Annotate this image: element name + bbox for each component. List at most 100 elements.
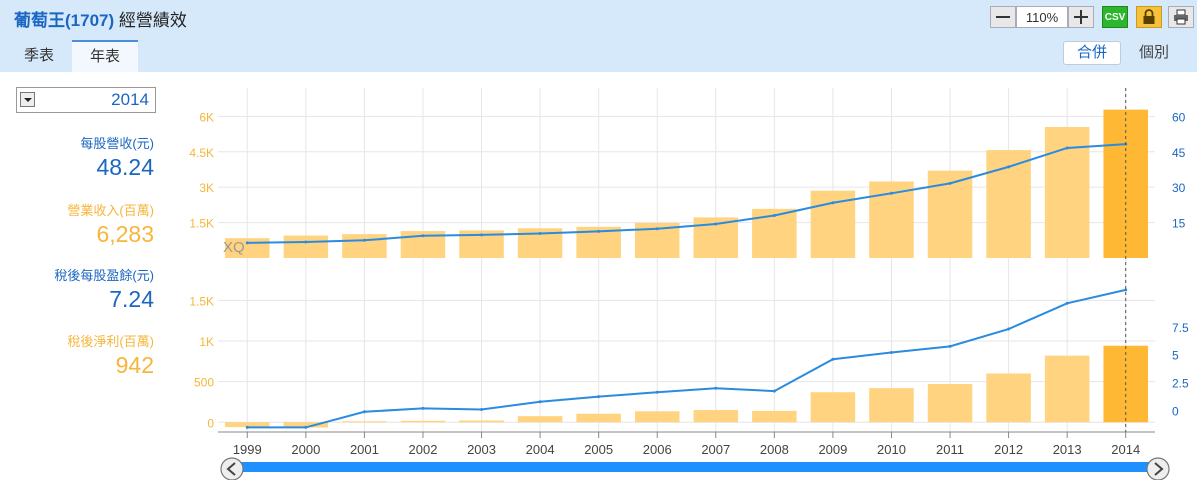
right-axis-tick-label: 15: [1172, 217, 1186, 231]
stat-label-revenue-per-share: 每股營收(元): [80, 136, 154, 151]
stat-value-operating-revenue: 6,283: [96, 221, 154, 247]
series-line: [247, 288, 1126, 429]
x-axis-tick-label: 2000: [291, 442, 320, 457]
zoom-out-button[interactable]: [990, 6, 1016, 28]
left-axis-tick-label: 3K: [199, 181, 214, 195]
line-point: [304, 425, 308, 429]
line-point: [889, 191, 893, 195]
line-point: [245, 241, 249, 245]
line-point: [1007, 165, 1011, 169]
right-axis-tick-label: 60: [1172, 110, 1186, 124]
bar: [927, 384, 973, 423]
line-point: [1065, 301, 1069, 305]
x-axis-tick-label: 2006: [643, 442, 672, 457]
stat-value-eps: 7.24: [109, 286, 154, 312]
line-point: [245, 425, 249, 429]
x-axis-tick-label: 2003: [467, 442, 496, 457]
zoom-in-button[interactable]: [1068, 6, 1094, 28]
year-select[interactable]: 2014: [16, 87, 156, 113]
right-axis-tick-label: 30: [1172, 181, 1186, 195]
timeline-scrollbar[interactable]: [232, 462, 1160, 472]
x-axis-tick-label: 2005: [584, 442, 613, 457]
stat-value-net-income: 942: [115, 352, 154, 378]
zoom-level: 110%: [1016, 6, 1068, 28]
bar: [342, 234, 387, 258]
stat-value-revenue-per-share: 48.24: [96, 154, 154, 180]
line-point: [362, 410, 366, 414]
line-point: [421, 234, 425, 238]
lock-icon: [1143, 9, 1155, 24]
left-axis-tick-label: 1K: [199, 335, 214, 349]
line-point: [480, 408, 484, 412]
bar: [517, 416, 563, 423]
x-axis-tick-label: 2013: [1053, 442, 1082, 457]
line-point: [889, 351, 893, 355]
stat-label-net-income: 稅後淨利(百萬): [67, 334, 154, 349]
right-axis-tick-label: 45: [1172, 146, 1186, 160]
x-axis-tick-label: 2007: [701, 442, 730, 457]
report-title: 經營績效: [118, 11, 187, 30]
line-point: [655, 390, 659, 394]
line-point: [538, 400, 542, 404]
line-point: [831, 201, 835, 205]
stat-label-operating-revenue: 營業收入(百萬): [67, 203, 154, 218]
stat-label-eps: 稅後每股盈餘(元): [54, 268, 154, 283]
line-point: [655, 227, 659, 231]
dropdown-arrow-icon[interactable]: [20, 92, 35, 107]
bar: [400, 420, 446, 423]
line-point: [421, 406, 425, 410]
minus-icon: [996, 16, 1010, 18]
right-axis-tick-label: 0: [1172, 405, 1179, 419]
chevron-right-icon: [1154, 462, 1164, 476]
line-point: [538, 231, 542, 235]
lock-button[interactable]: [1136, 6, 1162, 28]
x-axis-tick-label: 2008: [760, 442, 789, 457]
x-axis-tick-label: 2004: [526, 442, 555, 457]
line-point: [714, 386, 718, 390]
tab-quarterly[interactable]: 季表: [23, 47, 54, 64]
tab-annual[interactable]: 年表: [72, 40, 138, 72]
x-axis-tick-label: 2010: [877, 442, 906, 457]
line-point: [948, 181, 952, 185]
x-axis-tick-label: 2014: [1111, 442, 1140, 457]
bar: [1044, 355, 1090, 423]
x-axis-tick-label: 2012: [994, 442, 1023, 457]
print-button[interactable]: [1168, 6, 1194, 28]
view-individual[interactable]: 個別: [1138, 44, 1169, 61]
x-axis-tick-label: 2011: [936, 442, 964, 457]
bar: [986, 373, 1031, 423]
printer-icon: [1174, 9, 1188, 25]
left-axis-tick-label: 4.5K: [189, 146, 214, 160]
x-axis-tick-label: 2001: [350, 442, 379, 457]
scroll-right-button[interactable]: [1146, 457, 1170, 480]
left-axis-tick-label: 1.5K: [189, 294, 214, 308]
line-point: [772, 389, 776, 393]
line-point: [772, 214, 776, 217]
line-point: [1007, 327, 1011, 331]
bar: [283, 235, 329, 258]
csv-export-button[interactable]: CSV: [1102, 6, 1128, 28]
bar: [869, 388, 914, 423]
view-consolidated[interactable]: 合併: [1063, 41, 1121, 65]
bar: [283, 422, 329, 428]
x-axis-tick-label: 1999: [233, 442, 262, 457]
scroll-left-button[interactable]: [220, 457, 244, 480]
line-point: [480, 233, 484, 237]
line-point: [362, 238, 366, 242]
bar: [459, 420, 504, 423]
line-point: [597, 395, 601, 399]
line-point: [1065, 146, 1069, 150]
company-name: 葡萄王(1707): [14, 11, 115, 30]
year-select-value: 2014: [111, 90, 149, 109]
line-point: [831, 357, 835, 361]
line-point: [948, 344, 952, 348]
x-axis-tick-label: 2009: [818, 442, 847, 457]
bar: [634, 411, 680, 423]
header-bar: 葡萄王(1707) 經營績效 季表 年表 110% CSV 合併 個別: [0, 0, 1197, 72]
bar: [576, 413, 621, 423]
line-point: [597, 229, 601, 233]
bar: [342, 421, 387, 423]
x-axis-tick-label: 2002: [409, 442, 438, 457]
right-axis-tick-label: 5: [1172, 349, 1179, 363]
